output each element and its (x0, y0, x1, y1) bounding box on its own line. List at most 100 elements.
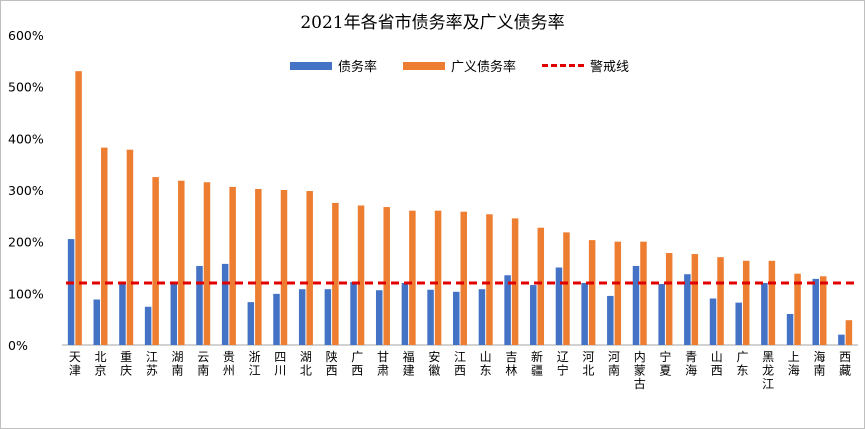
x-tick-label: 海南 (813, 349, 825, 378)
x-tick-label: 江西 (454, 350, 466, 378)
legend-item-warning-line: 警戒线 (542, 56, 629, 75)
y-tick-label: 400% (8, 131, 44, 146)
x-tick-label: 重庆 (120, 350, 132, 378)
x-tick-label: 福建 (403, 349, 415, 378)
y-tick-label: 600% (8, 28, 44, 43)
y-tick-label: 100% (8, 286, 44, 301)
bar-broad-debt-ratio (306, 191, 313, 345)
chart-title: 2021年各省市债务率及广义债务率 (300, 13, 565, 33)
bar-debt-ratio (298, 289, 306, 345)
x-tick-label: 安徽 (428, 349, 440, 378)
x-tick-label: 新疆 (531, 349, 543, 378)
bar-debt-ratio (684, 274, 691, 345)
bar-broad-debt-ratio (742, 260, 750, 345)
bar-broad-debt-ratio (383, 207, 390, 345)
bar-debt-ratio (273, 293, 280, 345)
bar-debt-ratio (504, 275, 511, 345)
x-tick-label: 上海 (788, 350, 800, 378)
bar-broad-debt-ratio (537, 227, 545, 345)
x-tick-label: 甘肃 (377, 350, 389, 378)
bar-debt-ratio (427, 289, 434, 345)
x-tick-label: 吉林 (505, 350, 517, 378)
x-tick-label: 内蒙古 (634, 350, 646, 391)
bar-debt-ratio (838, 334, 845, 345)
bar-broad-debt-ratio (640, 241, 647, 345)
x-tick-label: 宁夏 (659, 349, 671, 378)
y-tick-label: 500% (8, 80, 44, 95)
bar-broad-debt-ratio (229, 186, 236, 345)
y-tick-label: 300% (8, 183, 44, 198)
bar-broad-debt-ratio (255, 188, 262, 345)
bar-debt-ratio (786, 314, 794, 345)
bar-broad-debt-ratio (75, 71, 82, 346)
legend-swatch-debt-ratio (290, 61, 332, 70)
legend-label-broad-debt-ratio: 广义债务率 (451, 60, 517, 75)
legend-swatch-warning-line (542, 64, 585, 67)
bar-broad-debt-ratio (101, 147, 108, 345)
bar-broad-debt-ratio (203, 182, 211, 345)
bar-debt-ratio (67, 239, 75, 345)
bar-debt-ratio (93, 299, 101, 345)
bar-broad-debt-ratio (563, 232, 570, 345)
x-tick-label: 贵州 (223, 350, 235, 378)
x-tick-label: 广东 (736, 350, 748, 378)
legend-swatch-broad-debt-ratio (403, 61, 446, 70)
x-tick-label: 辽宁 (557, 350, 569, 378)
x-tick-label: 北京 (95, 350, 107, 378)
bar-debt-ratio (478, 289, 486, 345)
bar-broad-debt-ratio (588, 240, 596, 345)
bar-broad-debt-ratio (460, 211, 467, 345)
bar-debt-ratio (812, 278, 819, 345)
bar-broad-debt-ratio (819, 276, 827, 345)
x-tick-label: 江苏 (146, 350, 158, 378)
bar-debt-ratio (401, 283, 409, 345)
x-tick-label: 云南 (197, 350, 209, 378)
legend-item-broad-debt-ratio: 广义债务率 (403, 56, 516, 75)
x-tick-label: 广西 (351, 350, 363, 378)
x-tick-label: 四川 (274, 350, 286, 378)
bar-broad-debt-ratio (280, 190, 288, 345)
bar-debt-ratio (119, 281, 126, 345)
bar-broad-debt-ratio (614, 241, 622, 345)
bar-broad-debt-ratio (332, 202, 339, 345)
x-tick-label: 山西 (711, 350, 723, 378)
bar-broad-debt-ratio (434, 210, 442, 345)
x-tick-label: 浙江 (249, 350, 261, 378)
bar-debt-ratio (221, 263, 229, 345)
x-tick-label: 湖北 (300, 349, 312, 378)
bar-broad-debt-ratio (794, 273, 801, 345)
bar-debt-ratio (709, 298, 717, 345)
bar-debt-ratio (375, 290, 383, 345)
y-tick-label: 0% (8, 338, 28, 353)
legend-label-warning-line: 警戒线 (590, 60, 630, 75)
bar-debt-ratio (350, 281, 357, 345)
x-tick-label: 山东 (480, 350, 492, 378)
bar-debt-ratio (196, 265, 203, 345)
bar-broad-debt-ratio (357, 205, 365, 345)
x-tick-label: 西藏 (839, 350, 851, 378)
x-tick-label: 河南 (608, 350, 620, 378)
bar-debt-ratio (555, 267, 563, 345)
bar-debt-ratio (761, 283, 768, 345)
y-tick-label: 200% (8, 235, 44, 250)
bar-broad-debt-ratio (768, 260, 776, 345)
x-tick-label: 河北 (582, 350, 594, 378)
x-tick-label: 青海 (685, 350, 697, 378)
bar-debt-ratio (658, 284, 665, 345)
bar-debt-ratio (735, 302, 742, 345)
bar-debt-ratio (170, 283, 178, 345)
x-tick-label: 湖南 (172, 349, 184, 378)
bar-broad-debt-ratio (845, 320, 853, 345)
bar-debt-ratio (144, 306, 152, 345)
bar-broad-debt-ratio (409, 210, 416, 345)
bar-debt-ratio (607, 295, 614, 345)
bar-broad-debt-ratio (152, 177, 159, 345)
x-tick-label: 陕西 (326, 349, 338, 378)
x-tick-label: 天津 (69, 350, 81, 378)
bar-broad-debt-ratio (126, 149, 134, 345)
bar-broad-debt-ratio (717, 257, 724, 345)
bar-broad-debt-ratio (178, 180, 185, 345)
bar-debt-ratio (453, 291, 460, 345)
